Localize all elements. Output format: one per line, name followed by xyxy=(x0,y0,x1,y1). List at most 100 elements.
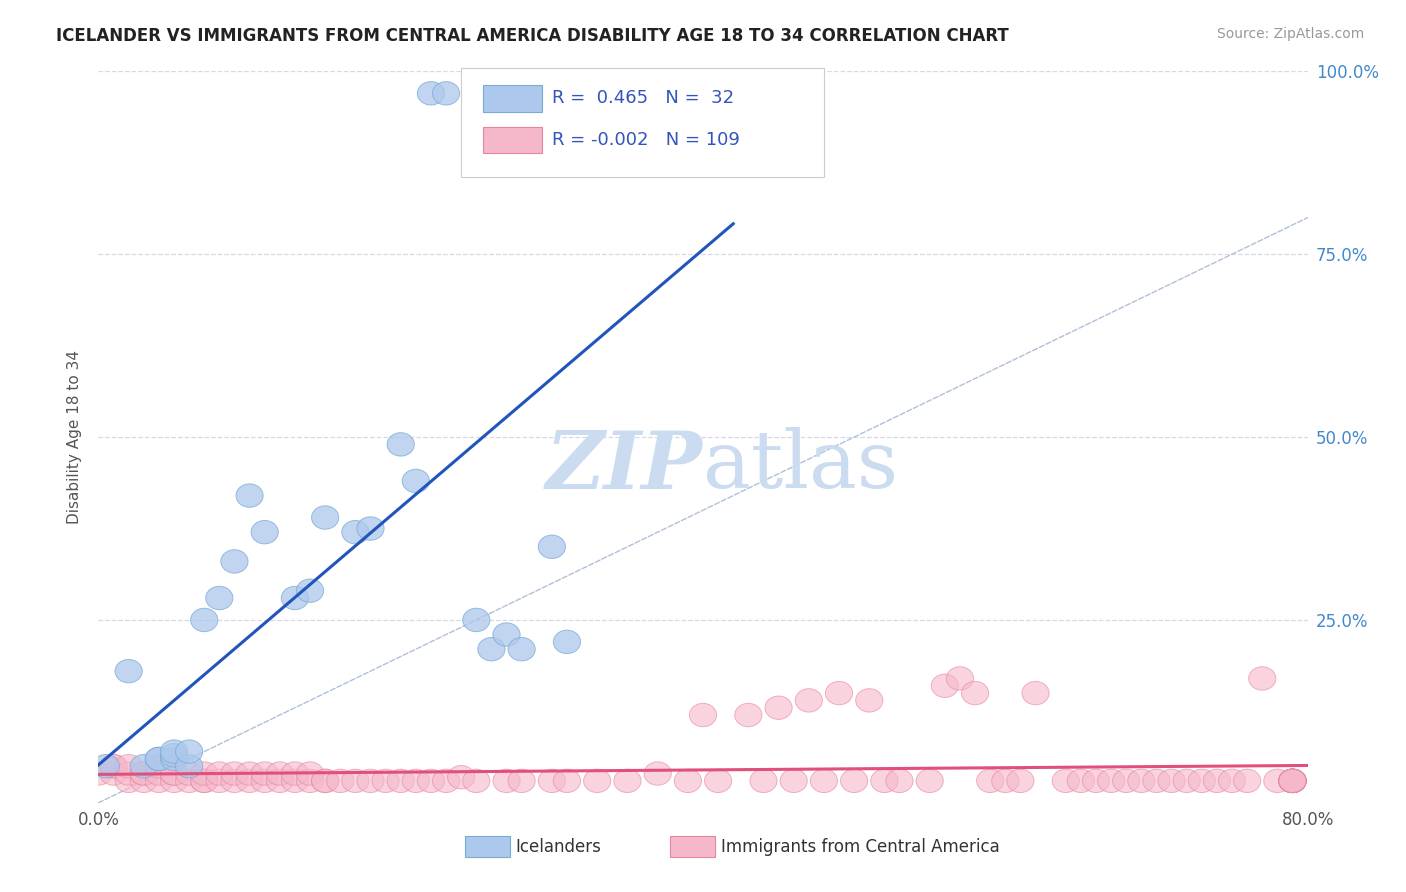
Ellipse shape xyxy=(494,623,520,647)
Ellipse shape xyxy=(297,579,323,602)
Ellipse shape xyxy=(221,762,247,785)
FancyBboxPatch shape xyxy=(482,86,543,112)
Ellipse shape xyxy=(100,762,127,785)
Ellipse shape xyxy=(402,769,429,793)
Ellipse shape xyxy=(160,744,187,767)
Ellipse shape xyxy=(463,608,489,632)
Ellipse shape xyxy=(1249,666,1275,690)
FancyBboxPatch shape xyxy=(465,837,509,857)
Ellipse shape xyxy=(946,666,973,690)
Ellipse shape xyxy=(886,769,912,793)
Ellipse shape xyxy=(387,769,415,793)
Ellipse shape xyxy=(160,769,187,793)
Ellipse shape xyxy=(281,769,308,793)
FancyBboxPatch shape xyxy=(461,68,824,178)
Ellipse shape xyxy=(1219,769,1246,793)
Ellipse shape xyxy=(281,586,308,610)
Ellipse shape xyxy=(191,769,218,793)
Ellipse shape xyxy=(856,689,883,712)
Ellipse shape xyxy=(1279,769,1306,793)
Ellipse shape xyxy=(554,769,581,793)
Ellipse shape xyxy=(131,762,157,785)
Ellipse shape xyxy=(1083,769,1109,793)
Ellipse shape xyxy=(145,755,173,778)
Ellipse shape xyxy=(160,762,187,785)
Ellipse shape xyxy=(1279,769,1306,793)
Ellipse shape xyxy=(1067,769,1094,793)
Ellipse shape xyxy=(614,769,641,793)
Ellipse shape xyxy=(131,755,157,778)
Ellipse shape xyxy=(1264,769,1291,793)
Text: atlas: atlas xyxy=(703,427,898,506)
Ellipse shape xyxy=(1279,769,1306,793)
Ellipse shape xyxy=(115,659,142,683)
Ellipse shape xyxy=(297,762,323,785)
Ellipse shape xyxy=(1279,769,1306,793)
Ellipse shape xyxy=(508,769,536,793)
Ellipse shape xyxy=(100,755,127,778)
Text: ZIP: ZIP xyxy=(546,427,703,505)
Ellipse shape xyxy=(1022,681,1049,705)
Ellipse shape xyxy=(478,638,505,661)
Ellipse shape xyxy=(160,739,187,764)
Ellipse shape xyxy=(191,762,218,785)
Ellipse shape xyxy=(342,520,368,544)
Ellipse shape xyxy=(796,689,823,712)
Ellipse shape xyxy=(1233,769,1261,793)
Ellipse shape xyxy=(644,762,671,785)
Text: Icelanders: Icelanders xyxy=(516,838,602,855)
Ellipse shape xyxy=(357,516,384,541)
Ellipse shape xyxy=(387,433,415,456)
Ellipse shape xyxy=(1204,769,1230,793)
Ellipse shape xyxy=(1173,769,1201,793)
Ellipse shape xyxy=(1279,769,1306,793)
Ellipse shape xyxy=(659,81,686,105)
Ellipse shape xyxy=(93,755,120,778)
Ellipse shape xyxy=(145,747,173,771)
Ellipse shape xyxy=(205,586,233,610)
Ellipse shape xyxy=(1143,769,1170,793)
Ellipse shape xyxy=(131,769,157,793)
FancyBboxPatch shape xyxy=(671,837,716,857)
Ellipse shape xyxy=(991,769,1019,793)
Ellipse shape xyxy=(583,769,610,793)
Ellipse shape xyxy=(931,674,959,698)
Ellipse shape xyxy=(176,739,202,764)
Ellipse shape xyxy=(1279,769,1306,793)
Ellipse shape xyxy=(841,769,868,793)
Ellipse shape xyxy=(342,769,368,793)
Ellipse shape xyxy=(433,769,460,793)
Ellipse shape xyxy=(675,769,702,793)
Ellipse shape xyxy=(252,769,278,793)
Ellipse shape xyxy=(765,696,792,720)
Ellipse shape xyxy=(176,762,202,785)
Ellipse shape xyxy=(145,762,173,785)
Ellipse shape xyxy=(735,703,762,727)
Ellipse shape xyxy=(1279,769,1306,793)
Ellipse shape xyxy=(115,769,142,793)
Ellipse shape xyxy=(236,769,263,793)
Ellipse shape xyxy=(554,630,581,654)
Ellipse shape xyxy=(176,755,202,778)
Ellipse shape xyxy=(418,81,444,105)
Ellipse shape xyxy=(221,549,247,574)
Ellipse shape xyxy=(100,755,127,778)
Ellipse shape xyxy=(810,769,838,793)
Ellipse shape xyxy=(780,769,807,793)
Ellipse shape xyxy=(236,483,263,508)
Ellipse shape xyxy=(1188,769,1215,793)
Ellipse shape xyxy=(689,81,717,105)
Ellipse shape xyxy=(236,762,263,785)
Ellipse shape xyxy=(312,506,339,529)
Ellipse shape xyxy=(962,681,988,705)
Ellipse shape xyxy=(1279,769,1306,793)
Ellipse shape xyxy=(160,747,187,771)
Ellipse shape xyxy=(266,769,294,793)
Ellipse shape xyxy=(84,762,112,785)
Text: Immigrants from Central America: Immigrants from Central America xyxy=(721,838,1000,855)
Ellipse shape xyxy=(1007,769,1033,793)
Ellipse shape xyxy=(1128,769,1154,793)
Ellipse shape xyxy=(538,535,565,558)
Ellipse shape xyxy=(252,762,278,785)
Ellipse shape xyxy=(1279,769,1306,793)
